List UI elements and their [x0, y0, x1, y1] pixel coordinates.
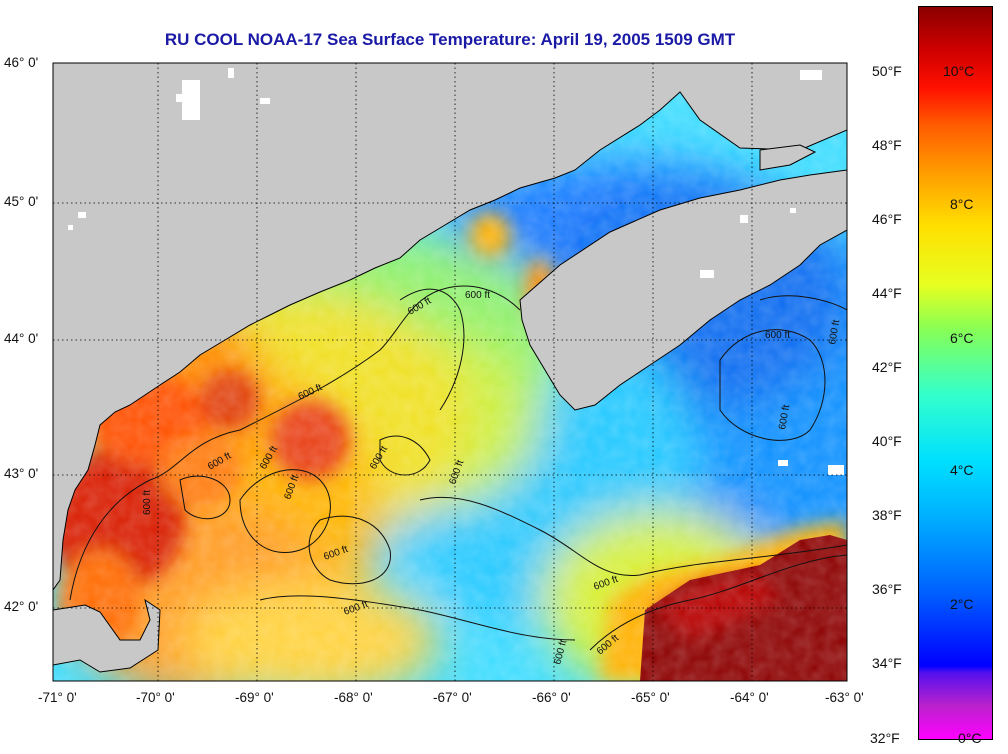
map-title: RU COOL NOAA-17 Sea Surface Temperature:…	[164, 30, 736, 49]
lon-label-64: -64° 0'	[730, 690, 769, 705]
lon-label-69: -69° 0'	[235, 690, 274, 705]
lon-label-67: -67° 0'	[433, 690, 472, 705]
land-cape-breton	[759, 144, 817, 171]
colorbar-c-2: 2°C	[950, 596, 974, 612]
lat-label-46: 46° 0'	[4, 55, 39, 70]
colorbar-f-38: 38°F	[872, 507, 902, 523]
lat-label-42: 42° 0'	[4, 599, 39, 614]
colorbar-c-4: 4°C	[950, 462, 974, 478]
map-frame	[52, 62, 848, 682]
colorbar-f-34: 34°F	[872, 655, 902, 671]
colorbar-c-0: 0°C	[958, 730, 982, 746]
lon-label-66: -66° 0'	[532, 690, 571, 705]
colorbar-f-32: 32°F	[870, 730, 900, 746]
lon-label-63: -63° 0'	[825, 690, 864, 705]
contour-label: 600 ft	[142, 490, 153, 515]
temperature-colorbar	[918, 6, 993, 740]
colorbar-f-44: 44°F	[872, 285, 902, 301]
contour-lines	[69, 285, 847, 651]
land-cape-cod	[53, 598, 161, 673]
colorbar-c-10: 10°C	[943, 63, 975, 79]
lon-label-65: -65° 0'	[631, 690, 670, 705]
lon-label-71: -71° 0'	[38, 690, 77, 705]
contour-label: 600 ft	[465, 290, 490, 301]
land-new-england-canada	[53, 63, 847, 591]
land	[53, 63, 847, 673]
colorbar-f-40: 40°F	[872, 433, 902, 449]
lat-label-43: 43° 0'	[4, 466, 39, 481]
lon-label-70: -70° 0'	[136, 690, 175, 705]
land-nova-scotia	[519, 169, 847, 411]
colorbar-c-8: 8°C	[950, 196, 974, 212]
colorbar-f-50: 50°F	[872, 63, 902, 79]
contour-label: 600 ft	[777, 404, 792, 431]
contour-label: 600 ft	[765, 330, 790, 341]
contour-label: 600 ft	[827, 319, 842, 346]
colorbar-f-46: 46°F	[872, 211, 902, 227]
lon-label-68: -68° 0'	[334, 690, 373, 705]
colorbar-c-6: 6°C	[950, 330, 974, 346]
cloud-flecks	[68, 68, 844, 475]
graticule	[53, 63, 847, 681]
colorbar-f-48: 48°F	[872, 137, 902, 153]
lat-label-44: 44° 0'	[4, 331, 39, 346]
lat-label-45: 45° 0'	[4, 194, 39, 209]
colorbar-f-42: 42°F	[872, 359, 902, 375]
colorbar-f-36: 36°F	[872, 581, 902, 597]
